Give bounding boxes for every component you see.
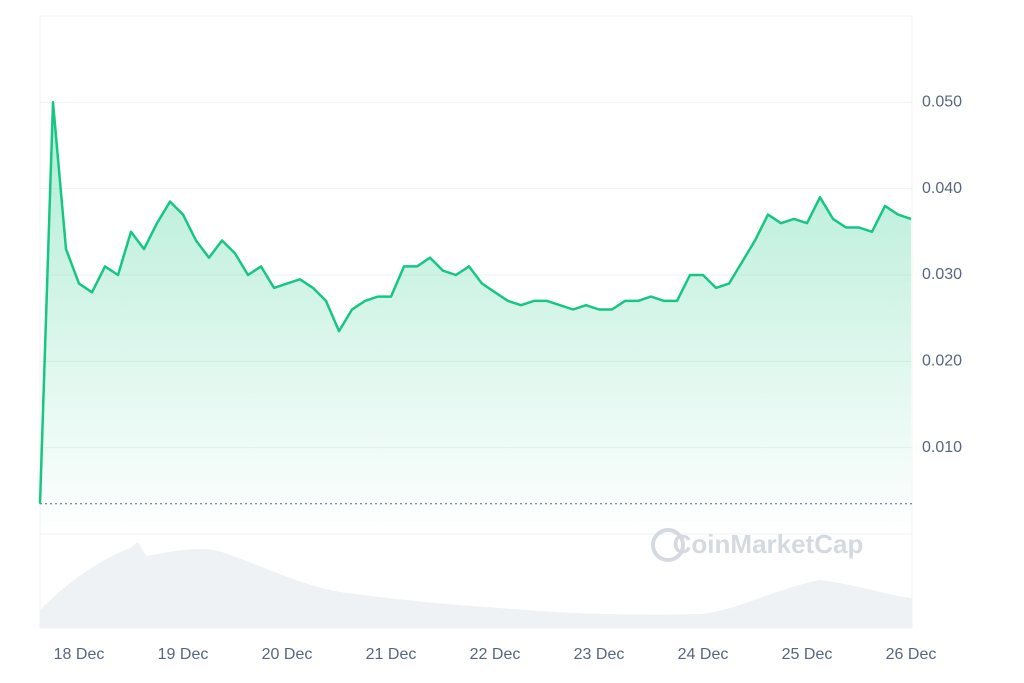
x-tick-label: 21 Dec	[366, 646, 417, 663]
y-tick-label: 0.040	[922, 180, 962, 197]
x-tick-label: 23 Dec	[574, 646, 625, 663]
y-tick-label: 0.030	[922, 266, 962, 283]
x-tick-label: 26 Dec	[886, 646, 937, 663]
x-tick-label: 18 Dec	[54, 646, 105, 663]
x-tick-label: 22 Dec	[470, 646, 521, 663]
area-fill	[40, 102, 911, 535]
x-tick-label: 20 Dec	[262, 646, 313, 663]
y-tick-label: 0.050	[922, 94, 962, 111]
y-tick-label: 0.020	[922, 353, 962, 370]
x-tick-label: 19 Dec	[158, 646, 209, 663]
price-line	[38, 101, 912, 504]
y-tick-label: 0.010	[922, 439, 962, 456]
volume-area	[40, 542, 912, 628]
x-tick-label: 25 Dec	[782, 646, 833, 663]
x-tick-label: 24 Dec	[678, 646, 729, 663]
